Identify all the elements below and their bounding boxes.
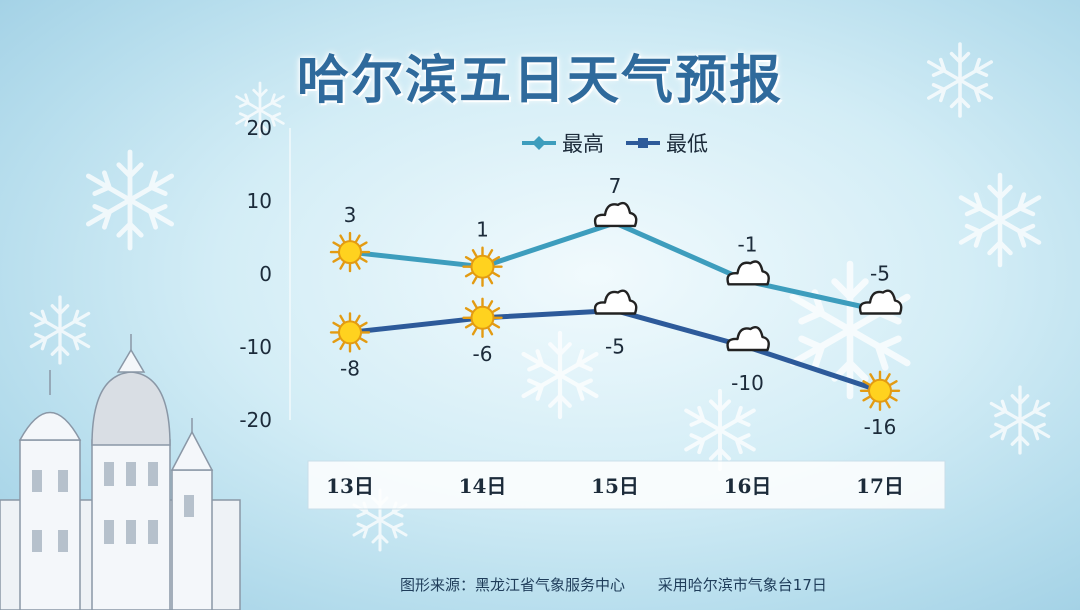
data-label: -10 xyxy=(731,371,764,395)
legend-label: 最低 xyxy=(666,132,708,156)
x-axis: 13日 14日 15日 16日 17日 xyxy=(326,474,904,498)
sun-icon xyxy=(859,370,901,411)
x-tick-label: 16日 xyxy=(724,474,772,498)
source-left: 图形来源：黑龙江省气象服务中心 xyxy=(400,576,626,594)
legend-marker-square xyxy=(638,138,648,148)
legend: 最高 最低 xyxy=(522,132,708,156)
chart-title: 哈尔滨五日天气预报 xyxy=(296,51,783,111)
cloud-icon xyxy=(726,260,770,286)
y-tick-label: 10 xyxy=(247,189,272,213)
cloud-icon xyxy=(726,326,770,352)
sun-icon xyxy=(462,297,503,338)
legend-marker-diamond xyxy=(532,136,546,150)
x-tick-label: 13日 xyxy=(326,474,374,498)
weather-icons xyxy=(329,201,903,411)
cloud-icon xyxy=(593,289,638,315)
source-note: 图形来源：黑龙江省气象服务中心 采用哈尔滨市气象台17日 xyxy=(400,574,1080,595)
sun-icon xyxy=(329,231,371,273)
church-illustration xyxy=(0,334,241,610)
x-tick-label: 17日 xyxy=(856,474,904,498)
x-axis-band xyxy=(307,460,946,510)
legend-label: 最高 xyxy=(562,132,604,156)
y-tick-label: 0 xyxy=(259,262,272,286)
y-tick-label: 20 xyxy=(247,116,272,140)
data-label: -5 xyxy=(605,335,625,359)
x-tick-label: 15日 xyxy=(591,474,639,498)
x-tick-label: 14日 xyxy=(459,474,507,498)
y-tick-label: -20 xyxy=(239,408,272,432)
source-right: 采用哈尔滨市气象台17日 xyxy=(657,576,827,594)
cloud-icon xyxy=(593,201,638,228)
data-label: 3 xyxy=(344,203,357,227)
y-tick-label: -10 xyxy=(239,335,272,359)
data-label: -8 xyxy=(340,356,360,380)
data-labels: 3 1 7 -1 -5 -8 -6 -5 -10 -16 xyxy=(340,174,896,439)
y-axis: 20 10 0 -10 -20 xyxy=(239,116,272,432)
sun-icon xyxy=(462,246,503,287)
cloud-icon xyxy=(858,289,903,315)
data-label: 7 xyxy=(609,174,622,198)
data-label: -6 xyxy=(473,342,493,366)
sun-icon xyxy=(329,312,371,353)
data-label: -1 xyxy=(738,232,758,256)
data-label: -5 xyxy=(870,262,890,286)
data-label: -16 xyxy=(864,415,897,439)
data-label: 1 xyxy=(476,218,489,242)
